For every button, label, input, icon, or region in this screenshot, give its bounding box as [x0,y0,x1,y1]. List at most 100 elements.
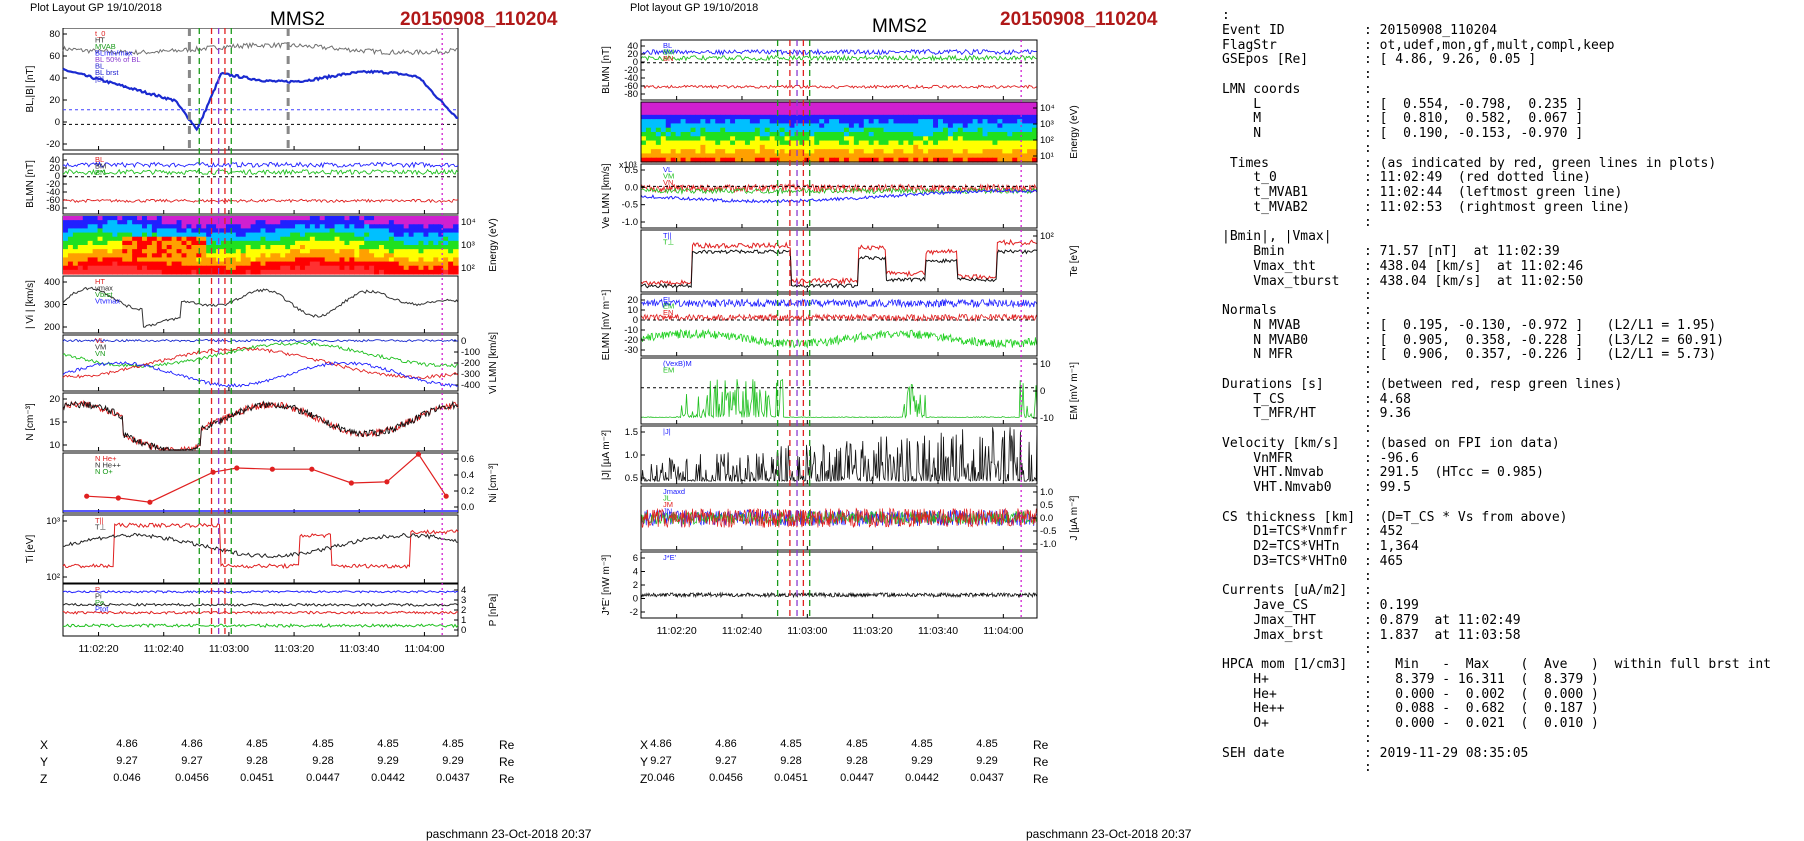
mid-electron-spectrogram-cell [685,123,692,129]
mid-electron-spectrogram-cell [952,132,959,137]
left-ion-spectrogram-cell [230,220,237,225]
mid-electron-spectrogram-cell [933,110,939,116]
mid-electron-spectrogram-cell [972,132,979,137]
mid-electron-spectrogram-cell [715,153,721,159]
mid-electron-spectrogram-cell [982,127,989,133]
mid-electron-spectrogram-cell [972,153,979,159]
left-ion-spectrogram-cell [156,224,163,230]
mid-electron-spectrogram-cell [858,119,865,125]
left-ion-spectrogram-cell [423,228,429,234]
left-ion-spectrogram-cell [403,269,410,275]
left-ion-spectrogram-cell [171,245,178,250]
mid-electron-spectrogram-cell [903,136,909,142]
mid-electron-spectrogram-cell [700,110,706,116]
left-ion-spectrogram-cell [319,249,326,254]
left-legend-entry: t_0 [95,29,105,38]
mid-electron-spectrogram-cell [942,136,949,142]
left-ion-spectrogram-cell [270,257,276,263]
mid-electron-spectrogram-cell [972,144,979,150]
left-ion-spectrogram-cell [260,240,267,246]
mid-electron-spectrogram-cell [814,127,820,133]
mid-electron-spectrogram-cell [759,136,766,142]
mid-electron-spectrogram-cell [655,132,662,137]
left-ion-spectrogram-cell [142,216,148,221]
left-ion-spectrogram-cell [428,265,434,271]
mid-electron-spectrogram-cell [730,119,736,125]
left-ion-spectrogram-cell [290,269,296,275]
mid-electron-spectrogram-cell [749,106,756,112]
mid-electron-spectrogram-cell [705,102,711,107]
mid-electron-spectrogram-cell [873,157,880,163]
left-ion-spectrogram-cell [230,240,237,246]
mid-electron-spectrogram-cell [814,140,820,146]
mid-electron-spectrogram-cell [784,102,791,107]
left-ion-spectrogram-cell [186,220,192,225]
left-ion-spectrogram-cell [87,228,94,234]
info-value: : [1364,421,1372,436]
mid-electron-spectrogram-cell [725,140,731,146]
mid-legend-entry: JM [663,500,673,509]
mid-electron-spectrogram-cell [967,110,974,116]
left-ion-spectrogram-cell [433,240,439,246]
mid-electron-spectrogram-cell [1022,136,1028,142]
left-ion-spectrogram-cell [448,232,454,238]
mid-electron-spectrogram-cell [1022,149,1028,155]
left-ytick-label: 2 [461,605,466,616]
left-curve-bm [62,168,459,176]
left-ylabel: Ti [eV] [25,535,36,564]
left-curve-bmag-total [62,41,459,56]
left-ion-spectrogram-cell [265,245,271,250]
left-ion-spectrogram-cell [398,228,405,234]
mid-legend-entry: VL [663,165,672,174]
left-ion-spectrogram-cell [191,240,197,246]
mid-electron-spectrogram-cell [744,119,751,125]
mid-electron-spectrogram-cell [928,149,934,155]
mid-electron-spectrogram-cell [992,136,998,142]
left-ion-spectrogram-cell [235,245,242,250]
mid-electron-spectrogram-cell [1022,110,1028,116]
mid-electron-spectrogram-cell [928,114,934,120]
left-ion-spectrogram-cell [369,228,375,234]
mid-electron-spectrogram-cell [675,149,682,155]
mid-electron-spectrogram-cell [908,157,914,163]
info-value: : 1,364 [1364,539,1419,554]
left-ion-spectrogram-cell [443,253,449,259]
left-ion-spectrogram-cell [443,261,449,267]
info-line: HPCA mom [1/cm3]: Min - Max ( Ave ) with… [1222,657,1771,673]
mid-electron-spectrogram-cell [952,149,959,155]
mid-ytick-label: 2 [633,580,638,591]
mid-electron-spectrogram-cell [947,106,954,112]
mid-ytick-label: -0.5 [1040,526,1056,537]
left-legend-entry: BL [95,155,104,164]
left-ion-spectrogram-cell [300,261,306,267]
mid-electron-spectrogram-cell [848,136,855,142]
mid-electron-spectrogram-cell [814,110,820,116]
mid-electron-spectrogram-cell [819,127,825,133]
mid-electron-spectrogram-cell [774,144,781,150]
info-line: GSEpos [Re]: [ 4.86, 9.26, 0.05 ] [1222,52,1771,68]
mid-legend-entry: T⊥ [663,238,675,247]
mid-electron-spectrogram-cell [759,140,766,146]
left-ion-spectrogram-cell [201,240,207,246]
mid-electron-spectrogram-cell [740,149,746,155]
left-ion-spectrogram-cell [97,240,104,246]
left-ion-spectrogram-cell [156,249,163,254]
mid-electron-spectrogram-cell [957,102,964,107]
mid-electron-spectrogram-cell [725,110,731,116]
left-ion-spectrogram-cell [329,265,336,271]
left-ion-spectrogram-cell [408,253,415,259]
mid-electron-spectrogram-cell [898,140,904,146]
left-ion-spectrogram-cell [67,245,74,250]
mid-coord-value: 0.0442 [905,772,939,784]
left-ion-spectrogram-cell [448,216,454,221]
left-ion-spectrogram-cell [221,265,227,271]
left-ion-spectrogram-cell [448,228,454,234]
mid-electron-spectrogram-cell [992,127,998,133]
mid-ytick-label: 0 [633,594,638,605]
mid-electron-spectrogram-cell [923,110,929,116]
left-ion-spectrogram-cell [329,253,336,259]
left-ion-spectrogram-cell [290,236,296,242]
left-ion-spectrogram-cell [206,228,212,234]
left-ion-spectrogram-cell [314,249,321,254]
